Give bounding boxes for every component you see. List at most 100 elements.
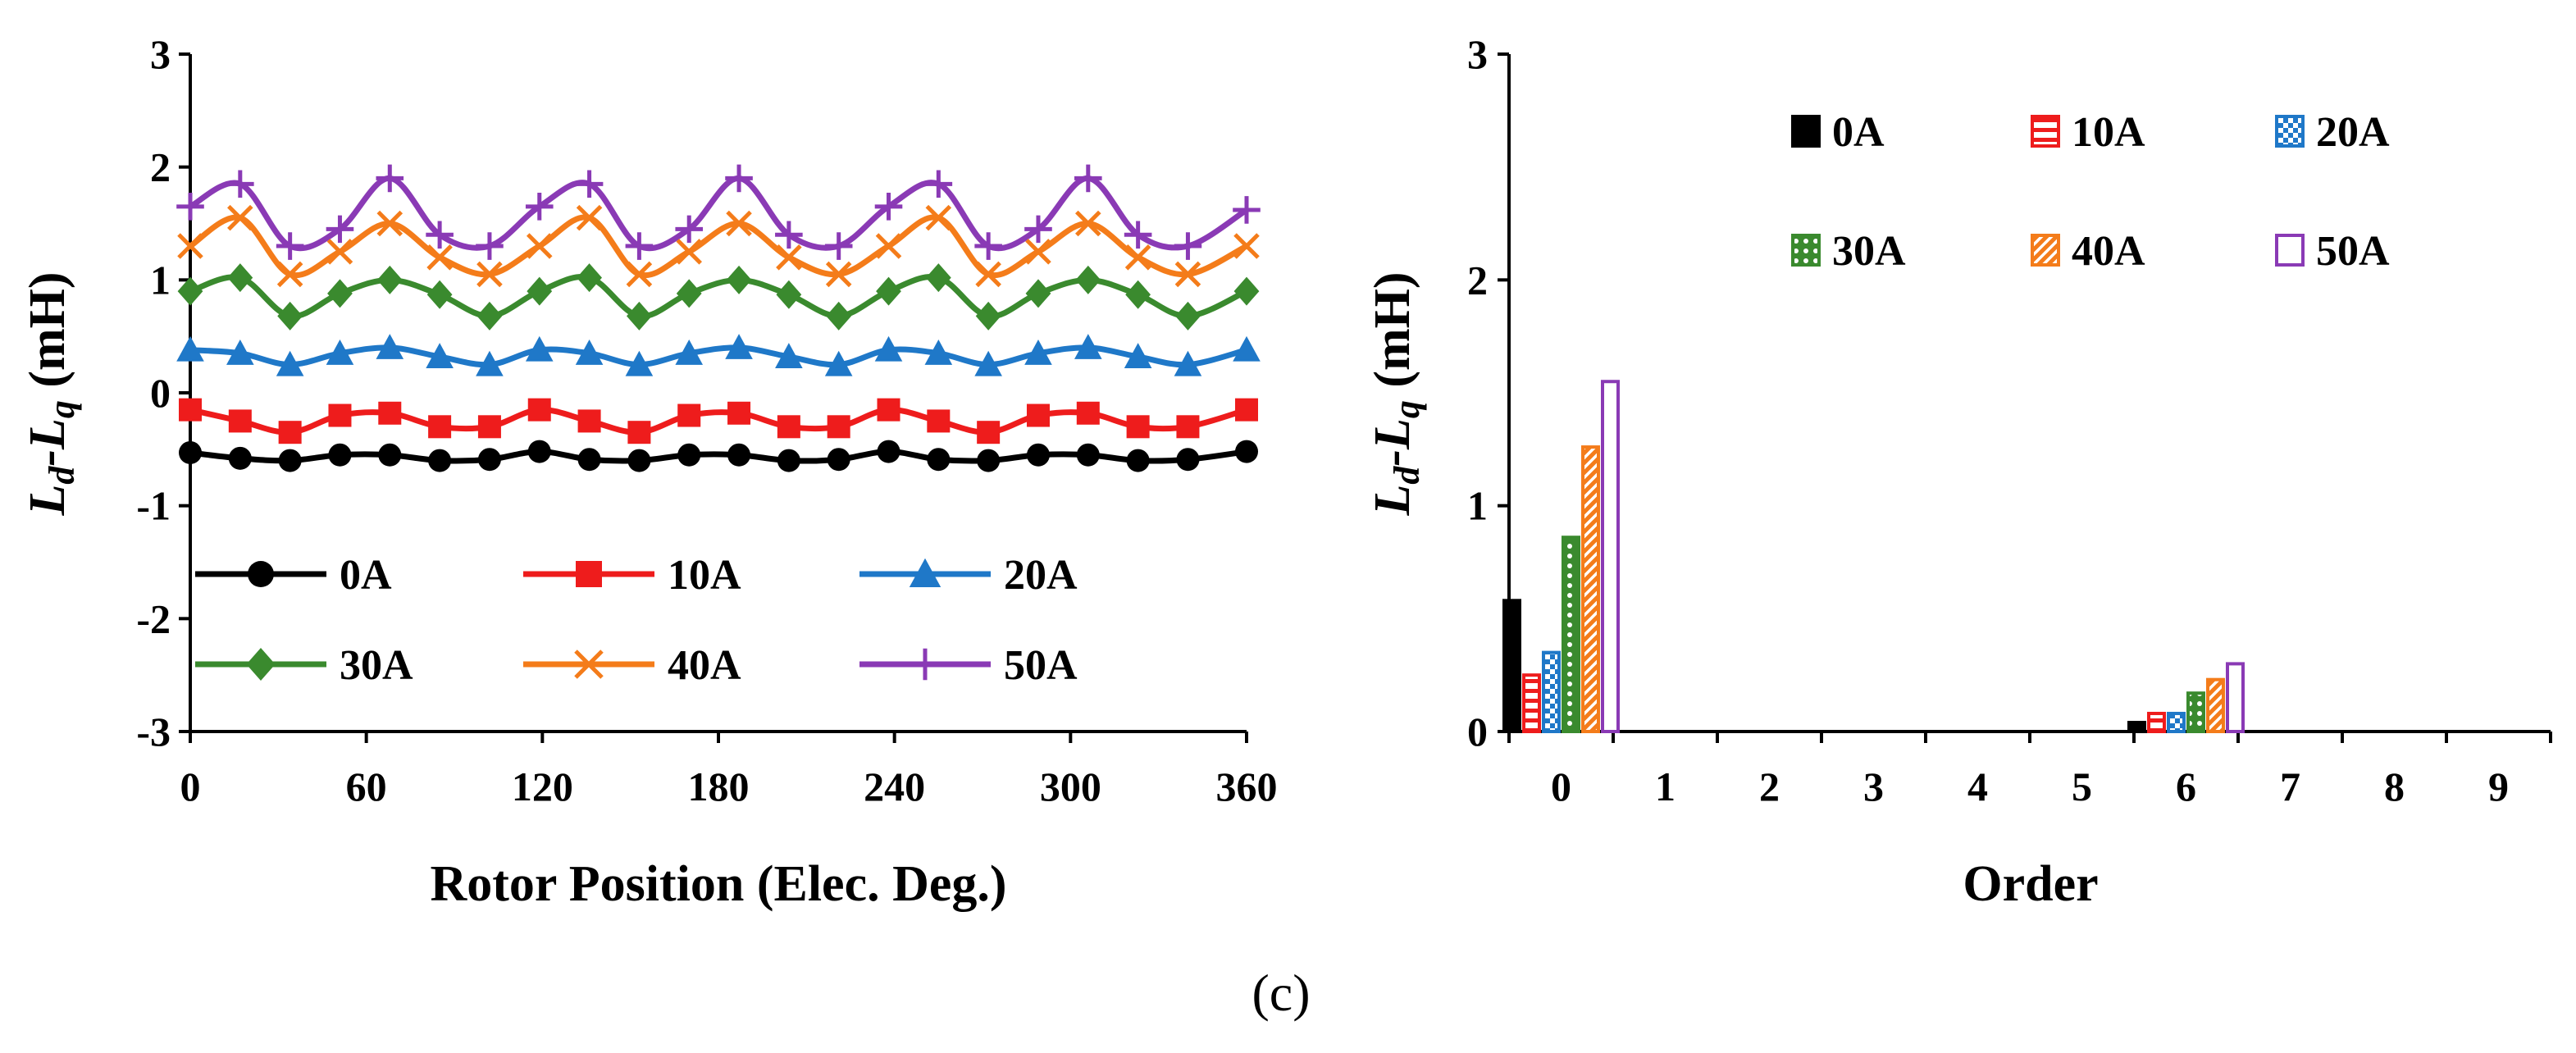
left-point-20A (824, 350, 853, 376)
left-point-40A (1075, 210, 1101, 237)
left-tick-labels: -3 -2 -1 0 1 2 3 0 60 120 180 240 300 360 (136, 31, 1277, 809)
left-point-30A (376, 265, 403, 294)
left-point-50A (974, 232, 1002, 260)
left-point-10A (927, 409, 951, 433)
right-y-tick-label: 0 (1467, 709, 1488, 754)
right-legend-label: 40A (2072, 228, 2145, 275)
right-x-tick-label: 6 (2176, 764, 2196, 809)
right-x-tick-label: 7 (2280, 764, 2300, 809)
left-point-0A (927, 448, 951, 472)
left-point-30A (227, 263, 253, 293)
left-point-40A (776, 244, 802, 271)
left-point-20A (974, 350, 1002, 376)
left-legend-label: 30A (340, 642, 413, 689)
left-x-tick-label: 360 (1216, 764, 1278, 809)
left-point-0A (1076, 443, 1100, 467)
bar-50A-order-0 (1601, 380, 1620, 733)
left-point-0A (228, 446, 252, 470)
left-line-0A (189, 449, 1247, 464)
left-point-40A (576, 204, 603, 231)
right-legend-label: 50A (2316, 228, 2390, 275)
left-point-20A (775, 343, 803, 368)
left-line-10A (189, 407, 1247, 435)
left-point-10A (1126, 415, 1150, 439)
right-y-tick-label: 2 (1467, 257, 1488, 303)
right-axes (1498, 52, 2552, 743)
bar-30A-order-0 (1562, 536, 1580, 733)
left-point-50A (376, 164, 404, 193)
left-point-50A (1124, 221, 1152, 249)
bar-30A-order-6 (2186, 691, 2205, 734)
left-x-tick-label: 120 (512, 764, 573, 809)
left-point-0A (1026, 443, 1050, 467)
left-point-30A (726, 265, 752, 294)
figure-caption: (c) (1252, 964, 1310, 1022)
left-y-tick-label: 0 (150, 370, 171, 416)
left-ylabel-sub1: d (42, 466, 82, 485)
left-point-0A (777, 449, 800, 472)
left-ylabel-dash: -L (20, 418, 75, 467)
left-legend-label: 20A (1004, 552, 1078, 599)
left-point-40A (526, 233, 553, 259)
left-point-0A (378, 443, 402, 467)
left-point-30A (876, 276, 901, 306)
left-point-10A (378, 401, 402, 425)
left-y-tick-label: -3 (136, 709, 171, 754)
right-y-axis-label: Ld-Lq (mH) (1365, 271, 1427, 516)
bar-0A-order-6 (2127, 720, 2146, 734)
left-point-10A (527, 398, 551, 422)
right-x-tick-label: 5 (2072, 764, 2092, 809)
left-ylabel-main: L (20, 485, 75, 517)
right-x-tick-label: 2 (1759, 764, 1780, 809)
right-x-tick-label: 3 (1863, 764, 1884, 809)
left-ylabel-unit: (mH) (20, 271, 75, 400)
right-ylabel-unit: (mH) (1365, 271, 1420, 400)
left-point-10A (1235, 398, 1258, 422)
left-point-0A (278, 449, 302, 472)
right-legend-label: 0A (1832, 109, 1885, 156)
left-y-tick-label: -2 (136, 595, 171, 641)
left-point-40A (476, 261, 503, 288)
left-point-50A (1233, 196, 1261, 224)
right-legend-label: 30A (1832, 228, 1906, 275)
left-point-30A (1233, 276, 1260, 306)
right-x-axis-label: Order (1963, 856, 2098, 912)
right-bars (1502, 380, 2245, 734)
left-point-10A (977, 421, 1001, 444)
left-point-40A (626, 261, 653, 288)
legend-marker-40A (574, 650, 604, 679)
left-legend-label: 50A (1004, 642, 1078, 689)
left-point-50A (725, 164, 753, 193)
left-point-10A (428, 415, 452, 439)
right-x-tick-label: 1 (1655, 764, 1676, 809)
left-point-10A (877, 398, 900, 422)
svg-text:Ld-Lq (mH): Ld-Lq (mH) (1365, 271, 1427, 516)
left-axes (179, 52, 1248, 743)
left-point-20A (924, 340, 953, 365)
bar-40A-order-0 (1581, 445, 1600, 734)
left-point-40A (426, 244, 453, 271)
left-point-0A (1235, 440, 1258, 463)
right-x-tick-label: 8 (2384, 764, 2405, 809)
right-legend-label: 10A (2072, 109, 2145, 156)
left-point-30A (676, 279, 702, 308)
left-point-50A (824, 232, 853, 260)
left-point-20A (276, 350, 304, 376)
bar-20A-order-6 (2167, 711, 2186, 733)
left-point-30A (776, 280, 802, 309)
bar-50A-order-6 (2226, 662, 2245, 734)
left-point-10A (278, 421, 302, 444)
left-line-30A (189, 274, 1248, 320)
left-point-50A (426, 221, 454, 249)
left-point-50A (276, 232, 304, 260)
left-point-20A (675, 340, 704, 365)
legend-marker-10A (576, 561, 602, 587)
left-point-40A (676, 239, 702, 265)
left-point-20A (874, 335, 903, 362)
left-point-10A (677, 403, 701, 427)
left-point-20A (326, 340, 354, 365)
left-point-20A (525, 335, 554, 362)
left-point-30A (277, 301, 303, 330)
left-point-0A (328, 443, 352, 467)
